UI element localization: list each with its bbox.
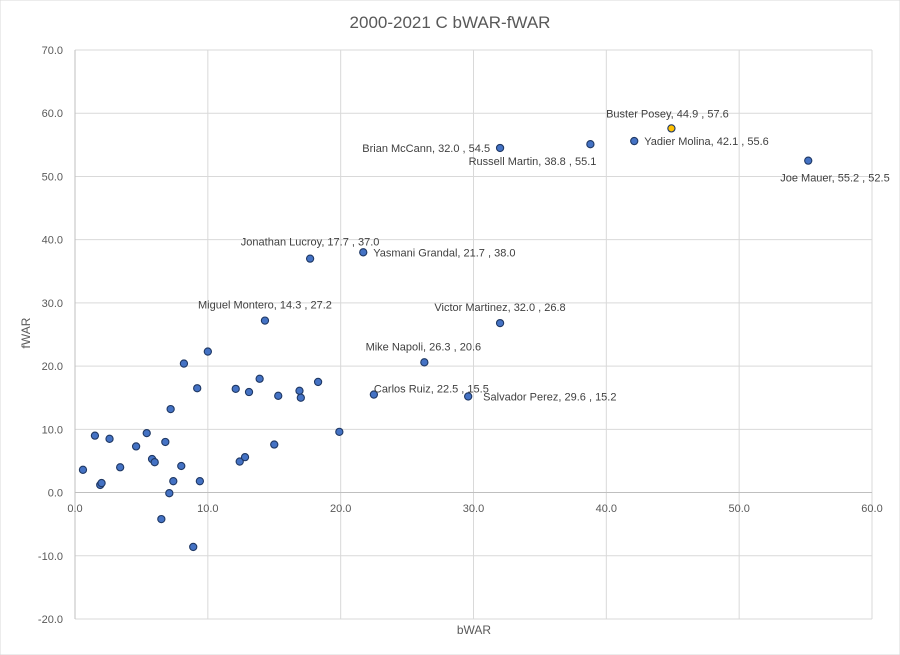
data-label: Joe Mauer, 55.2 , 52.5 bbox=[780, 173, 889, 185]
labeled-data-point bbox=[495, 318, 505, 328]
axes bbox=[74, 50, 872, 619]
data-point bbox=[78, 465, 88, 474]
data-point bbox=[105, 434, 114, 443]
data-label: Jonathan Lucroy, 17.7 , 37.0 bbox=[241, 237, 380, 249]
labeled-data-point bbox=[804, 156, 813, 165]
x-tick-label: 40.0 bbox=[596, 503, 617, 515]
data-point bbox=[313, 377, 323, 387]
y-tick-label: 10.0 bbox=[42, 424, 63, 436]
labeled-data-point bbox=[420, 358, 429, 367]
data-point bbox=[166, 404, 175, 414]
y-tick-label: -10.0 bbox=[38, 551, 63, 563]
x-tick-label: 0.0 bbox=[67, 503, 82, 515]
y-axis-title: fWAR bbox=[19, 317, 33, 348]
data-label: Russell Martin, 38.8 , 55.1 bbox=[469, 156, 597, 168]
data-label: Carlos Ruiz, 22.5 , 15.5 bbox=[374, 384, 489, 396]
x-tick-label: 10.0 bbox=[197, 503, 218, 515]
data-point bbox=[189, 542, 198, 552]
highlighted-data-point bbox=[667, 124, 676, 133]
data-point bbox=[231, 384, 240, 394]
y-tick-label: 60.0 bbox=[42, 108, 63, 120]
data-label: Buster Posey, 44.9 , 57.6 bbox=[606, 108, 729, 120]
x-tick-label: 60.0 bbox=[861, 503, 882, 515]
data-label: Mike Napoli, 26.3 , 20.6 bbox=[366, 341, 482, 353]
labeled-data-point bbox=[495, 143, 505, 153]
data-label: Yasmani Grandal, 21.7 , 38.0 bbox=[373, 247, 515, 259]
data-point bbox=[244, 387, 254, 397]
labeled-data-point bbox=[260, 316, 270, 325]
y-tick-label: 40.0 bbox=[42, 235, 63, 247]
data-label: Victor Martinez, 32.0 , 26.8 bbox=[434, 302, 565, 314]
labeled-data-point bbox=[305, 254, 315, 263]
tick-labels: 0.0 10.0 20.0 30.0 40.0 50.0 60.0 70.0 60.0 50.0 4… bbox=[38, 45, 883, 626]
data-point bbox=[142, 428, 151, 438]
data-point bbox=[270, 440, 279, 449]
data-point bbox=[335, 427, 344, 437]
data-point bbox=[240, 453, 250, 462]
data-point bbox=[177, 461, 186, 471]
data-point bbox=[131, 442, 141, 451]
data-point bbox=[97, 478, 106, 488]
y-tick-label: 0.0 bbox=[48, 488, 63, 500]
x-axis-title: bWAR bbox=[457, 623, 492, 637]
data-point bbox=[150, 458, 159, 467]
data-point bbox=[296, 393, 305, 402]
y-tick-label: 20.0 bbox=[42, 361, 63, 373]
data-point bbox=[157, 514, 166, 524]
data-points bbox=[78, 124, 813, 552]
labeled-data-point bbox=[359, 248, 368, 257]
data-point bbox=[255, 374, 264, 383]
data-point bbox=[169, 477, 178, 486]
data-point bbox=[116, 463, 125, 472]
data-point bbox=[161, 437, 170, 447]
data-point bbox=[90, 431, 100, 440]
x-tick-label: 20.0 bbox=[330, 503, 351, 515]
data-point bbox=[203, 347, 212, 356]
data-label: Yadier Molina, 42.1 , 55.6 bbox=[644, 136, 769, 148]
point-labels: Buster Posey, 44.9 , 57.6 Brian McCann, 3… bbox=[198, 108, 890, 403]
gridlines bbox=[74, 49, 873, 620]
labeled-data-point bbox=[586, 140, 595, 149]
x-tick-label: 30.0 bbox=[463, 503, 484, 515]
labeled-data-point bbox=[464, 392, 473, 401]
data-label: Brian McCann, 32.0 , 54.5 bbox=[362, 143, 490, 155]
data-label: Miguel Montero, 14.3 , 27.2 bbox=[198, 300, 332, 312]
data-point bbox=[295, 386, 304, 395]
labeled-data-point bbox=[369, 390, 379, 399]
data-point bbox=[274, 391, 283, 400]
y-tick-label: 50.0 bbox=[42, 171, 63, 183]
data-point bbox=[195, 477, 205, 486]
data-point bbox=[179, 359, 189, 368]
y-tick-label: 70.0 bbox=[42, 45, 63, 57]
x-tick-label: 50.0 bbox=[728, 503, 749, 515]
data-point bbox=[235, 457, 244, 466]
data-point bbox=[165, 489, 174, 498]
data-label: Salvador Perez, 29.6 , 15.2 bbox=[483, 391, 616, 403]
y-tick-label: 30.0 bbox=[42, 298, 63, 310]
chart-title: 2000-2021 C bWAR-fWAR bbox=[350, 13, 551, 32]
data-point bbox=[193, 384, 202, 393]
y-tick-label: -20.0 bbox=[38, 614, 63, 626]
labeled-data-point bbox=[630, 136, 639, 146]
